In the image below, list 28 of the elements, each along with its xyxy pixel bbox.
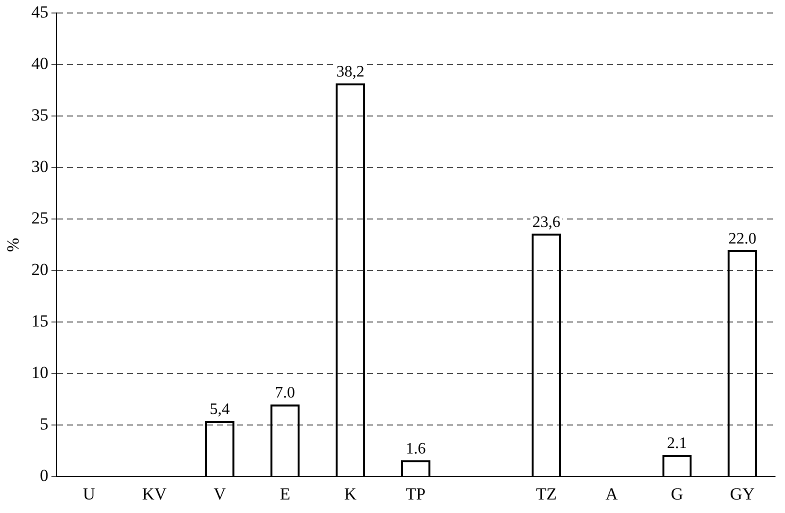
x-tick-label: A: [606, 484, 619, 504]
data-label: 1.6: [406, 440, 426, 458]
y-tick-label: 30: [31, 157, 48, 176]
data-label: 38,2: [336, 63, 364, 80]
x-tick-label: V: [214, 484, 227, 504]
data-label: 7.0: [275, 384, 296, 402]
x-tick-label: GY: [730, 484, 755, 504]
x-tick-label: U: [82, 484, 96, 504]
x-tick-label: TP: [406, 484, 426, 504]
y-tick-label: 20: [31, 260, 48, 280]
y-tick-label: 40: [31, 54, 48, 74]
x-tick-label: E: [280, 484, 290, 504]
y-tick-label: 10: [31, 363, 48, 382]
y-tick-label: 45: [31, 2, 48, 22]
y-tick-label: 35: [31, 106, 48, 125]
x-tick-label: TZ: [536, 484, 557, 504]
y-tick-label: 0: [40, 466, 48, 486]
x-tick-label: K: [344, 484, 358, 504]
y-tick-label: 5: [40, 414, 48, 434]
x-tick-label: KV: [142, 484, 168, 504]
data-label: 23,6: [532, 214, 560, 231]
data-label: 22.0: [728, 230, 756, 248]
data-label: 5,4: [210, 401, 230, 418]
y-tick-label: 15: [31, 312, 48, 331]
x-tick-label: G: [670, 484, 684, 504]
y-tick-label: 25: [31, 208, 48, 228]
y-axis-title: %: [4, 238, 23, 252]
data-label: 2.1: [667, 435, 688, 452]
